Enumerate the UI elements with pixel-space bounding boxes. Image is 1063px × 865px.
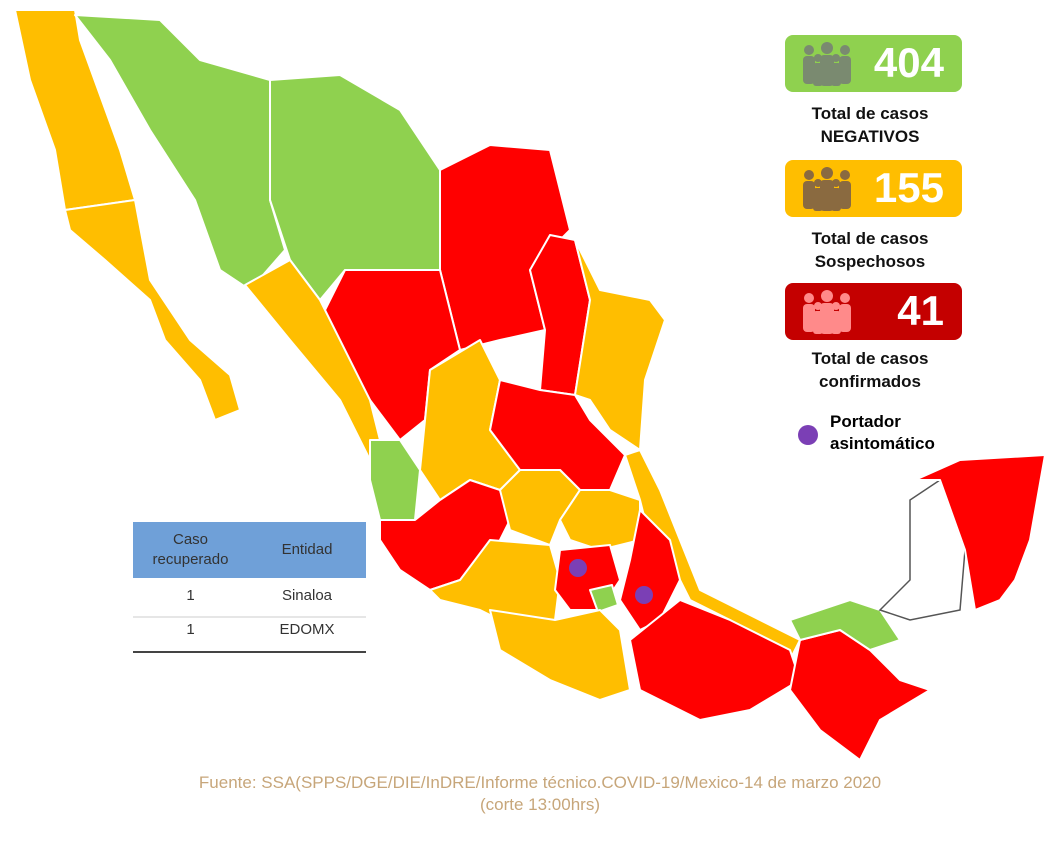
suspect-label: Total de casos Sospechosos — [770, 227, 970, 273]
cell: 1 — [186, 620, 195, 638]
header-cell: Caso recuperado — [133, 522, 248, 578]
suspect-count: 155 — [873, 164, 944, 211]
header-cell: Entidad — [248, 522, 366, 578]
confirmed-count: 41 — [897, 287, 944, 334]
carrier-legend-dot — [798, 425, 818, 445]
row: 1 Sinaloa — [133, 578, 366, 612]
state — [914, 454, 1046, 611]
state — [64, 199, 241, 421]
header-text: Caso recuperado — [152, 531, 229, 568]
people-icon — [797, 290, 857, 334]
label-line: Sospechosos — [814, 252, 926, 271]
negative-box: 404 — [785, 35, 962, 92]
state — [589, 584, 619, 613]
label-line: confirmados — [818, 372, 922, 391]
footer-line: (corte 13:00hrs) — [480, 795, 600, 814]
footer: Fuente: SSA(SPPS/DGE/DIE/InDRE/Informe t… — [0, 772, 1063, 816]
cell: 1 — [186, 586, 195, 604]
state — [789, 629, 931, 761]
people-icon — [797, 167, 857, 211]
row: 1 EDOMX — [133, 612, 366, 646]
state — [489, 609, 631, 701]
label-line: Total de casos — [811, 229, 929, 248]
suspect-box: 155 — [785, 160, 962, 217]
negative-count: 404 — [873, 39, 944, 86]
recovered-table: Caso recuperado Entidad 1 Sinaloa 1 EDOMX — [133, 522, 366, 646]
state — [369, 439, 421, 521]
confirmed-label: Total de casos confirmados — [770, 347, 970, 393]
label-line: NEGATIVOS — [820, 127, 920, 146]
confirmed-box: 41 — [785, 283, 962, 340]
label-line: Total de casos — [811, 349, 929, 368]
states — [14, 9, 1046, 761]
people-icon — [797, 42, 857, 86]
state — [789, 599, 901, 651]
carrier-dot — [635, 586, 653, 604]
negative-label: Total de casos NEGATIVOS — [770, 102, 970, 148]
cell: Sinaloa — [281, 586, 333, 604]
state — [429, 539, 561, 631]
footer-line: Fuente: SSA(SPPS/DGE/DIE/InDRE/Informe t… — [198, 773, 882, 792]
state — [559, 489, 641, 551]
header-row: Caso recuperado Entidad — [133, 522, 366, 578]
carrier-dot — [569, 559, 587, 577]
label-line: Total de casos — [811, 104, 929, 123]
carrier-label: asintomático — [830, 434, 935, 453]
state — [74, 14, 286, 291]
cell: EDOMX — [279, 620, 335, 638]
carrier-label: Portador — [830, 412, 901, 431]
